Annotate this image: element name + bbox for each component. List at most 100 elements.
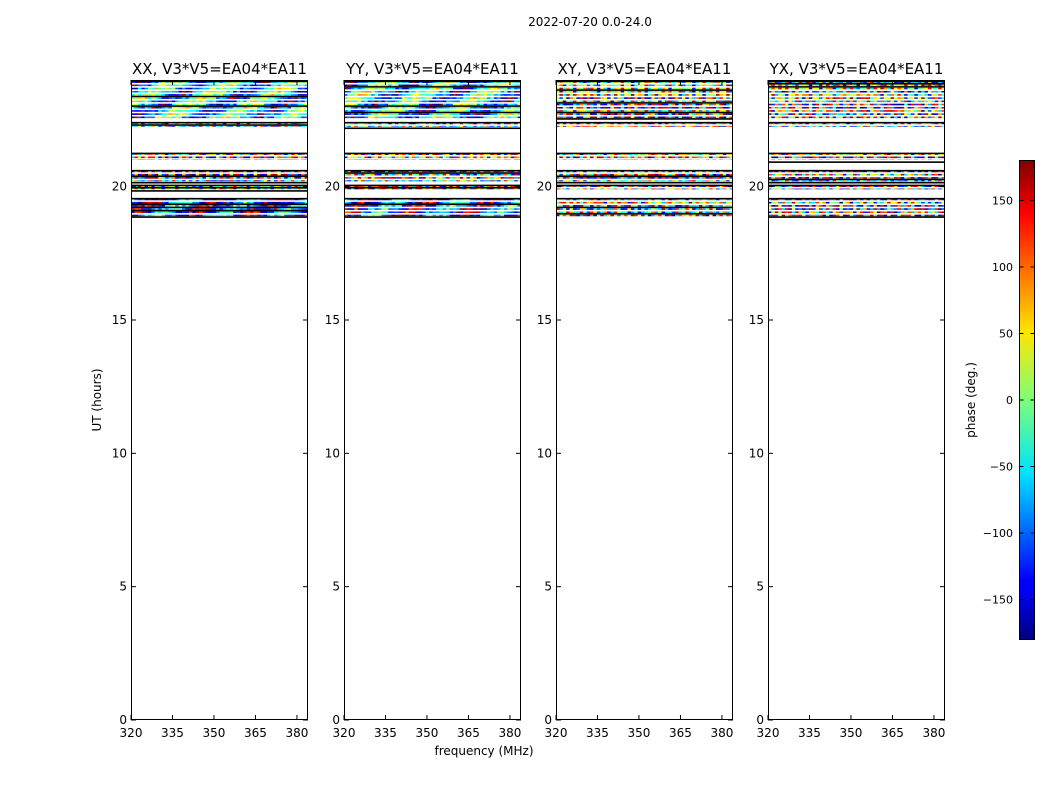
phase-cell (661, 208, 666, 210)
phase-cell (212, 177, 217, 179)
phase-cell (480, 177, 484, 179)
phase-cell (168, 214, 173, 217)
phase-cell (917, 198, 922, 201)
phase-cell (446, 177, 450, 179)
phase-cell (378, 103, 382, 106)
phase-cell (500, 81, 505, 83)
phase-cell (671, 214, 676, 217)
phase-cell (378, 185, 382, 187)
phase-cell (243, 81, 248, 83)
phase-cell (452, 125, 457, 127)
phase-cell (859, 201, 864, 204)
phase-cell (617, 214, 621, 217)
phase-cell (893, 211, 898, 214)
phase-cell (497, 170, 501, 173)
phase-cell (695, 84, 700, 87)
phase-cell (685, 177, 690, 179)
phase-cell (729, 113, 733, 115)
phase-cell (726, 116, 730, 119)
phase-cell (212, 198, 217, 201)
phase-cell (647, 211, 652, 214)
phase-cell (685, 208, 690, 210)
phase-cell (692, 153, 696, 155)
phase-cell (836, 214, 840, 217)
phase-cell (222, 116, 227, 119)
phase-cell (722, 97, 727, 99)
phase-cell (297, 173, 302, 176)
phase-cell (401, 211, 406, 214)
phase-cell (175, 208, 179, 210)
phase-cell (586, 180, 591, 182)
y-tick-label: 5 (332, 580, 340, 594)
phase-cell (137, 110, 142, 112)
phase-cell (463, 110, 467, 112)
phase-cell (154, 173, 159, 176)
phase-cell (559, 198, 564, 201)
phase-cell (151, 84, 156, 87)
phase-cell (304, 84, 308, 87)
phase-cell (233, 208, 237, 210)
phase-cell (239, 122, 244, 125)
phase-cell (134, 214, 139, 217)
phase-cell (702, 153, 707, 155)
phase-cell (361, 211, 365, 214)
phase-cell (941, 205, 945, 207)
phase-cell (654, 201, 659, 204)
phase-cell (695, 87, 700, 90)
phase-cell (480, 180, 484, 182)
phase-cell (277, 90, 282, 93)
phase-cell (627, 198, 632, 201)
phase-cell (205, 156, 210, 159)
phase-cell (287, 214, 292, 217)
phase-cell (175, 205, 179, 207)
phase-cell (480, 211, 484, 214)
phase-cell (192, 81, 196, 83)
phase-cell (273, 198, 278, 201)
phase-cell (216, 177, 220, 179)
phase-cell (243, 125, 248, 127)
phase-cell (644, 177, 649, 179)
phase-cell (463, 156, 467, 159)
phase-cell (596, 211, 601, 214)
phase-cell (846, 205, 850, 207)
phase-cell (661, 170, 666, 173)
phase-cell (371, 156, 375, 159)
phase-cell (583, 125, 587, 127)
phase-cell (361, 177, 365, 179)
phase-cell (456, 125, 461, 127)
phase-cell (473, 177, 478, 179)
phase-cell (253, 214, 258, 217)
phase-cell (876, 214, 881, 217)
phase-cell (562, 173, 567, 176)
phase-cell (422, 84, 426, 87)
phase-cell (607, 116, 611, 119)
phase-cell (371, 116, 375, 119)
phase-cell (647, 97, 652, 99)
phase-cell (209, 84, 213, 87)
phase-cell (263, 198, 268, 201)
phase-cell (239, 214, 244, 217)
phase-cell (212, 97, 217, 99)
phase-cell (418, 214, 423, 217)
phase-cell (715, 173, 720, 176)
phase-cell (350, 185, 355, 187)
phase-cell (715, 103, 720, 106)
phase-cell (473, 122, 478, 125)
phase-cell (168, 188, 173, 190)
phase-cell (583, 214, 587, 217)
phase-cell (398, 153, 403, 155)
phase-cell (897, 198, 902, 201)
phase-cell (473, 106, 478, 109)
phase-cell (729, 100, 733, 103)
phase-cell (873, 208, 878, 210)
phase-cell (600, 198, 604, 201)
phase-cell (178, 97, 183, 99)
phase-cell (576, 185, 581, 187)
phase-cell (493, 156, 498, 159)
phase-cell (367, 81, 372, 83)
phase-cell (630, 87, 635, 90)
phase-cell (435, 90, 440, 93)
phase-cell (391, 214, 396, 217)
phase-cell (449, 87, 454, 90)
phase-cell (559, 110, 564, 112)
